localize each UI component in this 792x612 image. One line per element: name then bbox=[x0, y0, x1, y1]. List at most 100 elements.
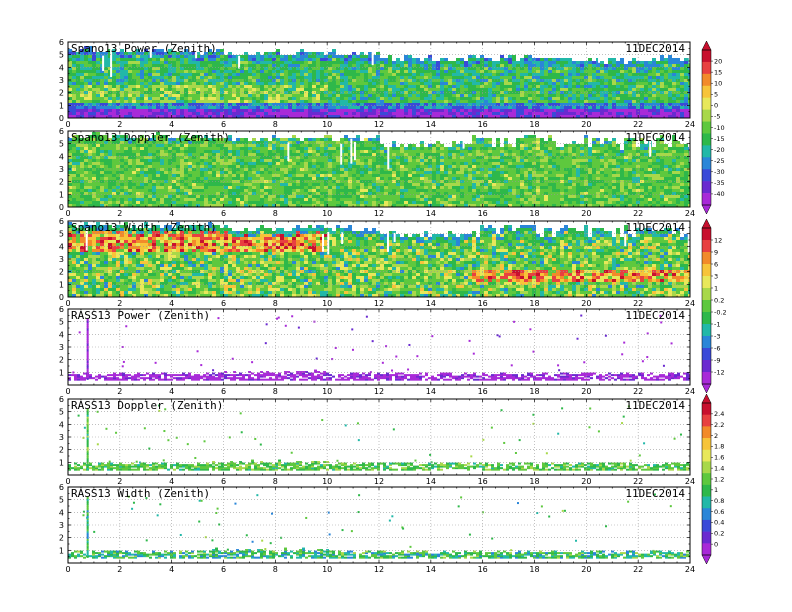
heatmap-cell bbox=[312, 103, 316, 106]
heatmap-cell bbox=[160, 141, 164, 144]
heatmap-cell bbox=[376, 97, 380, 100]
heatmap-cell bbox=[676, 88, 680, 91]
heatmap-cell bbox=[432, 109, 436, 112]
heatmap-cell bbox=[468, 82, 472, 85]
heatmap-cell bbox=[676, 115, 680, 118]
heatmap-cell bbox=[196, 150, 200, 153]
heatmap-cell bbox=[404, 106, 408, 109]
heatmap-cell bbox=[332, 64, 336, 67]
y-tick-label: 0 bbox=[59, 114, 64, 123]
heatmap-cell bbox=[296, 147, 300, 150]
heatmap-cell bbox=[164, 159, 168, 162]
heatmap-cell bbox=[104, 165, 108, 168]
heatmap-cell bbox=[472, 76, 476, 79]
heatmap-cell bbox=[264, 109, 268, 112]
heatmap-cell bbox=[124, 174, 128, 177]
x-tick-label: 14 bbox=[426, 120, 436, 129]
heatmap-cell bbox=[168, 76, 172, 79]
heatmap-cell bbox=[320, 58, 324, 61]
heatmap-cell bbox=[84, 97, 88, 100]
heatmap-cell bbox=[164, 85, 168, 88]
heatmap-cell bbox=[656, 115, 660, 118]
heatmap-cell bbox=[92, 112, 96, 115]
heatmap-cell bbox=[112, 201, 116, 204]
heatmap-cell bbox=[300, 156, 304, 159]
heatmap-cell bbox=[196, 106, 200, 109]
heatmap-cell bbox=[180, 55, 184, 58]
x-ticks: 0 2 4 6 8 10 12 14 16 18 20 22 24 bbox=[65, 42, 695, 129]
heatmap-cell bbox=[316, 153, 320, 156]
heatmap-cell bbox=[468, 94, 472, 97]
heatmap-cell bbox=[608, 58, 612, 61]
heatmap-cell bbox=[460, 109, 464, 112]
heatmap-cell bbox=[424, 82, 428, 85]
heatmap-cell bbox=[236, 88, 240, 91]
heatmap-cell bbox=[164, 64, 168, 67]
heatmap-cell bbox=[304, 61, 308, 64]
heatmap-cell bbox=[304, 150, 308, 153]
heatmap-cell bbox=[140, 106, 144, 109]
heatmap-cell bbox=[192, 115, 196, 118]
heatmap-cell bbox=[396, 100, 400, 103]
heatmap-cell bbox=[160, 109, 164, 112]
heatmap-cell bbox=[172, 115, 176, 118]
heatmap-cell bbox=[348, 58, 352, 61]
heatmap-cell bbox=[252, 115, 256, 118]
heatmap-cell bbox=[344, 73, 348, 76]
heatmap-cell bbox=[256, 201, 260, 204]
heatmap-cell bbox=[672, 58, 676, 61]
heatmap-cell bbox=[192, 61, 196, 64]
heatmap-cell bbox=[244, 159, 248, 162]
heatmap-cell bbox=[620, 85, 624, 88]
heatmap-cell bbox=[592, 103, 596, 106]
heatmap-cell bbox=[168, 183, 172, 186]
heatmap-cell bbox=[504, 94, 508, 97]
heatmap-cell bbox=[376, 67, 380, 70]
heatmap-cell bbox=[180, 147, 184, 150]
heatmap-cell bbox=[128, 144, 132, 147]
heatmap-cell bbox=[456, 97, 460, 100]
heatmap-cell bbox=[556, 109, 560, 112]
heatmap-cell bbox=[136, 186, 140, 189]
heatmap-cell bbox=[164, 70, 168, 73]
heatmap-cell bbox=[268, 76, 272, 79]
heatmap-cell bbox=[684, 73, 688, 76]
heatmap-cell bbox=[128, 94, 132, 97]
heatmap-cell bbox=[292, 177, 296, 180]
heatmap-cell bbox=[552, 103, 556, 106]
heatmap-cell bbox=[528, 112, 532, 115]
heatmap-cell bbox=[304, 147, 308, 150]
heatmap-cell bbox=[320, 70, 324, 73]
heatmap-cell bbox=[596, 67, 600, 70]
heatmap-cell bbox=[76, 138, 80, 141]
heatmap-cell bbox=[100, 85, 104, 88]
heatmap-cell bbox=[632, 82, 636, 85]
heatmap-cell bbox=[328, 67, 332, 70]
heatmap-cell bbox=[244, 144, 248, 147]
heatmap-cell bbox=[308, 150, 312, 153]
heatmap-cell bbox=[116, 162, 120, 165]
heatmap-cell bbox=[600, 94, 604, 97]
heatmap-cell bbox=[184, 103, 188, 106]
heatmap-cell bbox=[492, 70, 496, 73]
heatmap-cell bbox=[256, 88, 260, 91]
heatmap-cell bbox=[324, 64, 328, 67]
heatmap-cell bbox=[184, 64, 188, 67]
heatmap-cell bbox=[180, 52, 184, 55]
heatmap-cell bbox=[136, 61, 140, 64]
heatmap-cell bbox=[72, 76, 76, 79]
heatmap-cell bbox=[456, 76, 460, 79]
heatmap-cell bbox=[532, 76, 536, 79]
heatmap-cell bbox=[196, 52, 200, 55]
heatmap-cell bbox=[292, 61, 296, 64]
heatmap-cell bbox=[632, 94, 636, 97]
heatmap-cell bbox=[172, 174, 176, 177]
heatmap-cell bbox=[632, 112, 636, 115]
heatmap-cell bbox=[264, 100, 268, 103]
heatmap-cell bbox=[500, 73, 504, 76]
heatmap-cell bbox=[176, 106, 180, 109]
heatmap-cell bbox=[104, 186, 108, 189]
heatmap-cell bbox=[500, 88, 504, 91]
heatmap-cell bbox=[512, 79, 516, 82]
heatmap-cell bbox=[72, 55, 76, 58]
